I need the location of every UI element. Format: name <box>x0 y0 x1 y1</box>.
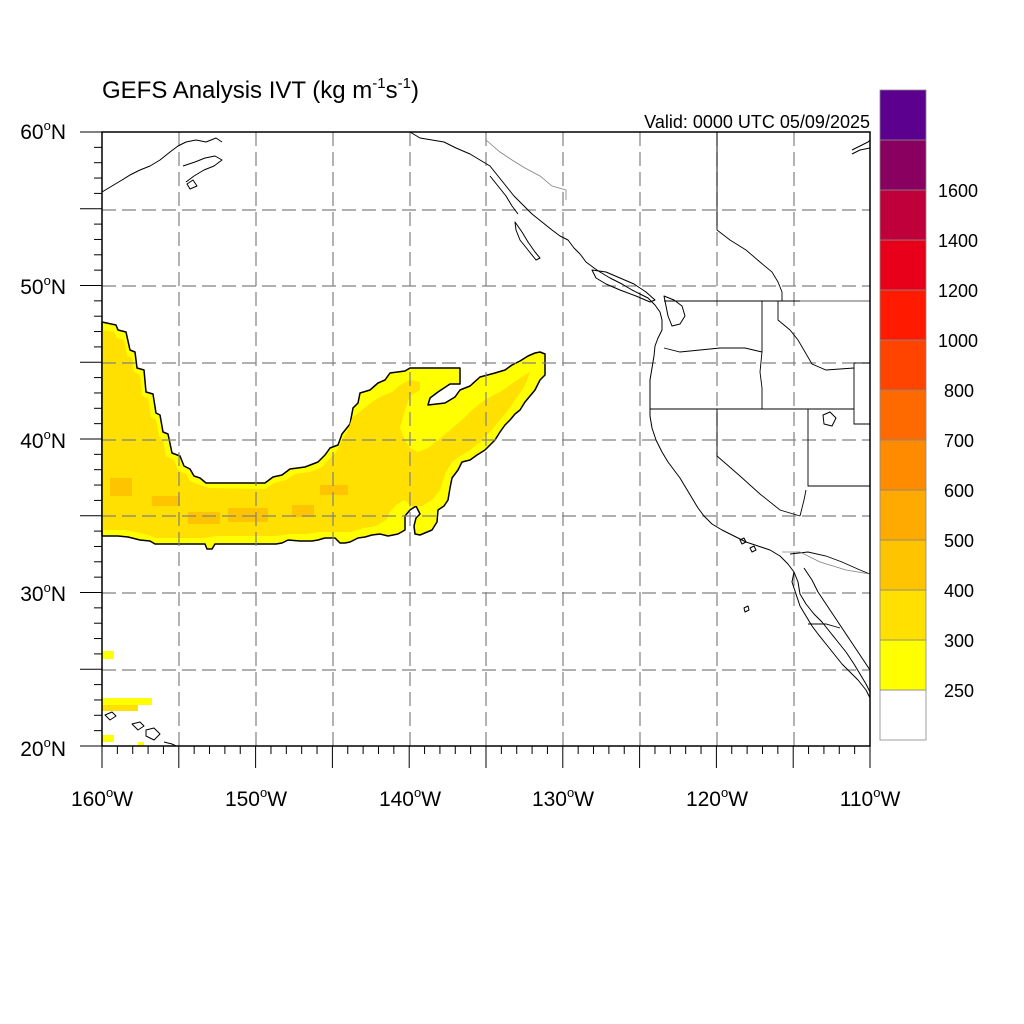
colorbar-swatch <box>879 89 927 141</box>
colorbar-label: 600 <box>944 481 974 501</box>
colorbar-swatch <box>879 289 927 341</box>
ivt-patch-400 <box>152 496 180 506</box>
ivt-patch-250 <box>102 705 138 711</box>
lat-label-30: 30oN <box>20 580 66 606</box>
colorbar-swatch <box>879 439 927 491</box>
longitude-labels: 160oW 150oW 140oW 130oW 120oW 110oW <box>71 785 901 811</box>
map-ticks <box>80 131 871 768</box>
ivt-shading <box>101 321 546 746</box>
lon-label-150: 150oW <box>225 785 287 811</box>
colorbar-label: 500 <box>944 531 974 551</box>
lon-label-140: 140oW <box>379 785 441 811</box>
colorbar-labels: 250 300 400 500 600 700 800 1000 1200 14… <box>938 181 978 701</box>
colorbar-label: 1000 <box>938 331 978 351</box>
colorbar-swatch <box>879 539 927 591</box>
lat-label-60: 60oN <box>20 118 66 144</box>
colorbar-swatch <box>879 189 927 241</box>
colorbar-swatch <box>879 389 927 441</box>
ivt-patch-250 <box>138 742 144 746</box>
latitude-labels: 60oN 50oN 40oN 30oN 20oN <box>20 118 66 761</box>
ivt-patch-400 <box>188 512 220 524</box>
ivt-patch-400 <box>228 508 268 522</box>
colorbar-swatch <box>879 689 927 741</box>
ivt-patch-250 <box>102 735 114 742</box>
colorbar-swatch <box>879 239 927 291</box>
lon-label-110: 110oW <box>840 785 901 811</box>
lon-label-160: 160oW <box>71 785 133 811</box>
ivt-patch-400 <box>320 485 348 495</box>
lon-label-130: 130oW <box>532 785 594 811</box>
ivt-patch-250 <box>102 651 114 659</box>
valid-time-label: Valid: 0000 UTC 05/09/2025 <box>644 112 870 132</box>
colorbar-label: 1200 <box>938 281 978 301</box>
ivt-band-300 <box>102 330 530 538</box>
ivt-patch-400 <box>110 478 132 496</box>
colorbar-label: 400 <box>944 581 974 601</box>
lat-label-50: 50oN <box>20 273 66 299</box>
colorbar-swatch <box>879 139 927 191</box>
colorbar <box>879 89 927 741</box>
colorbar-swatch <box>879 639 927 691</box>
colorbar-label: 1400 <box>938 231 978 251</box>
coastlines <box>101 131 871 747</box>
colorbar-swatch <box>879 339 927 391</box>
colorbar-swatch <box>879 489 927 541</box>
colorbar-label: 1600 <box>938 181 978 201</box>
lon-label-120: 120oW <box>686 785 748 811</box>
colorbar-label: 300 <box>944 631 974 651</box>
colorbar-label: 700 <box>944 431 974 451</box>
thin-borders <box>485 139 871 575</box>
lat-label-20: 20oN <box>20 735 66 761</box>
ivt-patch-250 <box>102 698 152 705</box>
map-panel <box>80 131 871 768</box>
colorbar-label: 800 <box>944 381 974 401</box>
ivt-patch-400 <box>292 505 314 517</box>
colorbar-label: 250 <box>944 681 974 701</box>
colorbar-swatch <box>879 589 927 641</box>
lat-label-40: 40oN <box>20 427 66 453</box>
figure-title: GEFS Analysis IVT (kg m-1s-1) <box>102 75 419 104</box>
